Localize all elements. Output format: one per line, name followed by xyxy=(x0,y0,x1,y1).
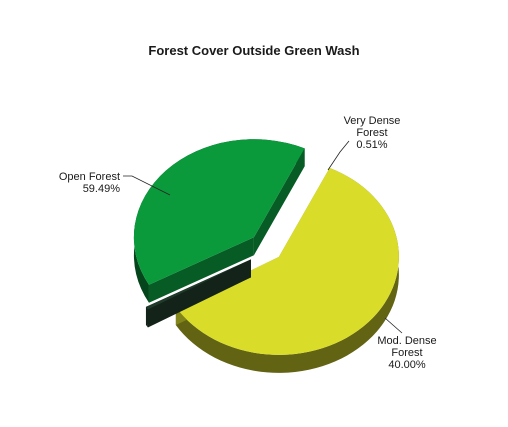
slice-label-2-line-3: 0.51% xyxy=(356,139,387,151)
slice-label-3-line-1: Mod. Dense xyxy=(377,335,436,347)
pie-slice-very-dense-cut-face-2 xyxy=(145,259,251,325)
slice-label-3: Mod. Dense Forest 40.00% xyxy=(377,335,436,371)
pie-slice-open-forest xyxy=(175,168,399,373)
slice-label-1-line-2: 59.49% xyxy=(83,183,121,195)
slice-label-2: Very Dense Forest 0.51% xyxy=(344,115,401,151)
pie-slice-very-dense-top xyxy=(145,259,251,310)
slice-label-3-line-3: 40.00% xyxy=(388,359,426,371)
pie-slice-mod-dense xyxy=(133,139,305,303)
pie-slice-open-forest-top xyxy=(175,168,399,355)
pie-slice-mod-dense-cut-face-1 xyxy=(148,237,254,303)
pie-slice-very-dense xyxy=(145,259,251,328)
slice-label-1-line-1: Open Forest xyxy=(59,171,120,183)
leader-line-1 xyxy=(123,175,171,196)
slice-label-2-line-2: Forest xyxy=(356,127,387,139)
slice-label-3-line-2: Forest xyxy=(391,347,422,359)
leader-line-2 xyxy=(327,140,350,171)
pie-slice-mod-dense-top xyxy=(133,139,305,285)
chart-title: Forest Cover Outside Green Wash xyxy=(148,43,360,58)
slice-label-2-line-1: Very Dense xyxy=(344,115,401,127)
slice-label-1: Open Forest 59.49% xyxy=(59,171,120,195)
pie-slice-mod-dense-cut-face-2 xyxy=(253,148,305,256)
leader-line-3 xyxy=(384,317,403,334)
